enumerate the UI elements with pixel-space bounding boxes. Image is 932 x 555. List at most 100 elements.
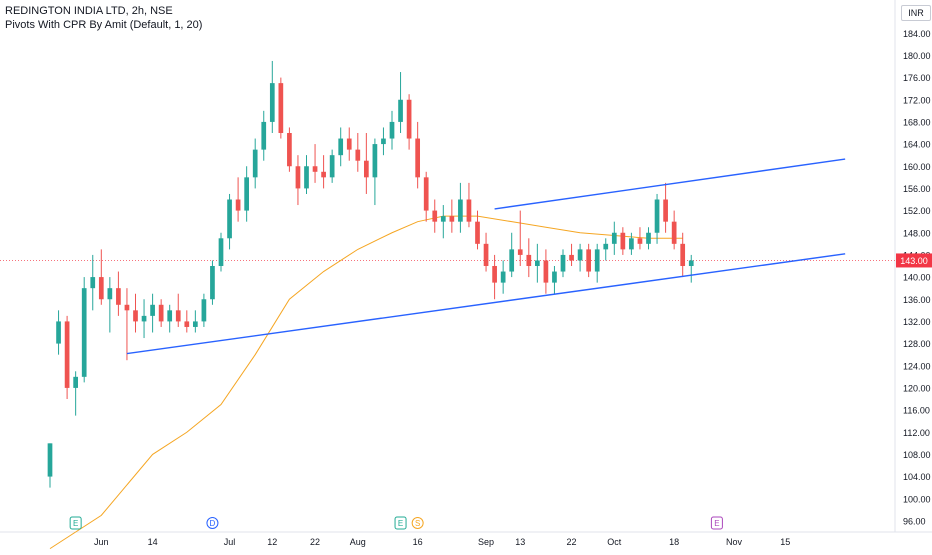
candle-body [603,243,609,250]
candle-body [158,304,164,322]
candle-body [423,177,429,211]
candle-body [492,266,497,283]
price-tick-label: 136.00 [903,295,931,305]
candle-body [235,199,241,211]
candle-body [363,160,369,178]
candle-body [261,121,267,150]
price-tick-label: 128.00 [903,339,931,349]
candle-body [663,199,668,222]
price-tick-label: 104.00 [903,472,931,482]
candle-body [517,249,523,255]
candle-body [611,232,617,244]
candle-body [107,288,113,300]
candle-body [543,260,549,283]
candle-body [671,221,677,244]
candle-body [509,249,515,272]
candle-body [244,177,250,211]
candle-body [526,254,532,266]
candle-body [415,138,421,178]
candle-body [278,83,284,133]
price-tick-label: 140.00 [903,273,931,283]
candle-body [552,271,557,283]
time-tick-label: Aug [350,537,366,547]
chart-legend: REDINGTON INDIA LTD, 2h, NSE Pivots With… [5,4,202,32]
price-tick-label: 184.00 [903,29,931,39]
candle-body [201,299,207,322]
time-tick-label: 22 [567,537,577,547]
candle-body [210,266,215,300]
event-marker-label: E [714,519,719,528]
candle-body [646,232,651,244]
candle-body [295,166,301,189]
event-marker-E [710,516,723,530]
time-tick-label: 15 [780,537,790,547]
price-tick-label: 180.00 [903,51,931,61]
candle-body [398,99,403,122]
candle-body [594,249,600,272]
candle-body [381,138,386,145]
time-tick-label: 22 [310,537,320,547]
candle-body [287,133,292,167]
price-tick-label: 124.00 [903,361,931,371]
price-tick-label: 156.00 [903,184,931,194]
candle-body [466,199,472,222]
candle-body [269,83,275,122]
candle-body [167,310,173,322]
candle-body [372,144,378,178]
event-marker-label: E [73,519,78,528]
price-tick-label: 112.00 [903,428,930,438]
price-tick-label: 160.00 [903,162,931,172]
current-price-tag [896,253,932,268]
candle-body [449,216,455,222]
time-tick-label: 13 [515,537,525,547]
time-tick-label: 16 [413,537,423,547]
candle-body [321,171,326,178]
candle-body [483,243,489,266]
candle-body [47,443,53,477]
price-tick-label: 132.00 [903,317,931,327]
price-tick-label: 172.00 [903,95,931,105]
price-tick-label: 116.00 [903,406,930,416]
candle-body [227,199,232,239]
price-tick-label: 152.00 [903,206,931,216]
candle-body [620,232,626,250]
price-tick-label: 176.00 [903,73,931,83]
event-marker-label: S [415,519,420,528]
candle-body [355,149,361,161]
currency-label[interactable]: INR [901,5,931,21]
candle-body [218,238,224,266]
event-marker-E [394,516,407,530]
candle-body [680,243,686,266]
candle-body [184,321,190,327]
candle-body [304,166,309,189]
candle-body [432,210,438,222]
candle-body [346,138,352,150]
candle-body [150,304,155,316]
candle-body [338,138,344,156]
candle-body [175,310,181,322]
indicator-title: Pivots With CPR By Amit (Default, 1, 20) [5,19,203,31]
candle-body [475,221,480,244]
time-tick-label: Jun [94,537,109,547]
symbol-title: REDINGTON INDIA LTD, 2h, NSE [5,5,173,17]
trend-line-upper [494,158,846,210]
candle-body [192,321,198,327]
candle-body [440,216,446,222]
price-tick-label: 100.00 [903,494,931,504]
price-tick-label: 168.00 [903,117,931,127]
candle-body [569,254,574,261]
candle-body [406,99,412,139]
moving-average-line [49,215,683,550]
event-marker-label: E [398,519,403,528]
trend-line-lower [126,253,846,355]
candle-body [654,199,660,233]
candle-body [312,166,318,172]
candle-body [98,277,104,300]
price-tick-label: 164.00 [903,140,931,150]
time-tick-label: 12 [267,537,277,547]
candle-body [252,149,258,178]
price-tick-label: 120.00 [903,383,931,393]
time-tick-label: Jul [224,537,236,547]
